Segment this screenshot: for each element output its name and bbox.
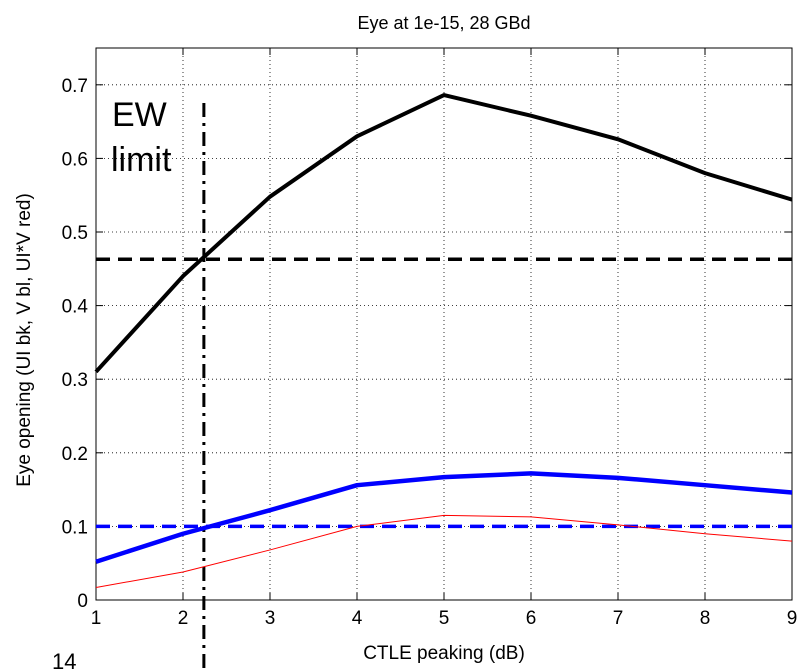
- annotation-ew: EW: [112, 96, 167, 134]
- x-tick-label: 9: [787, 608, 798, 629]
- x-tick-label: 5: [439, 608, 450, 629]
- x-tick-label: 6: [526, 608, 537, 629]
- series-line-black: [94, 93, 793, 374]
- y-tick-label: 0.7: [62, 76, 88, 97]
- y-tick-label: 0.3: [62, 370, 88, 391]
- y-tick-label: 0.6: [62, 149, 88, 170]
- x-tick-label: 3: [265, 608, 276, 629]
- x-tick-label: 2: [178, 608, 189, 629]
- x-axis-label: CTLE peaking (dB): [363, 643, 525, 664]
- x-tick-label: 8: [700, 608, 711, 629]
- y-tick-label: 0.5: [62, 223, 88, 244]
- x-tick-label: 1: [91, 608, 102, 629]
- y-tick-label: 0.2: [62, 444, 88, 465]
- chart-title: Eye at 1e-15, 28 GBd: [357, 13, 530, 33]
- y-tick-label: 0.1: [62, 517, 88, 538]
- y-tick-label: 0: [77, 591, 88, 612]
- x-tick-labels: 1 2 3 4 5 6 7 8 9: [91, 608, 798, 629]
- series-line-blue: [95, 471, 793, 564]
- y-axis-label: Eye opening (UI bk, V bl, UI*V red): [14, 193, 35, 487]
- page-number: 14: [52, 649, 76, 670]
- x-tick-label: 4: [352, 608, 363, 629]
- grid: [95, 48, 793, 601]
- annotation-limit: limit: [111, 141, 172, 179]
- series: [94, 93, 793, 588]
- y-tick-labels: 0 0.1 0.2 0.3 0.4 0.5 0.6 0.7: [62, 76, 89, 612]
- y-tick-label: 0.4: [62, 297, 89, 318]
- series-line-red: [95, 514, 793, 588]
- x-tick-label: 7: [613, 608, 624, 629]
